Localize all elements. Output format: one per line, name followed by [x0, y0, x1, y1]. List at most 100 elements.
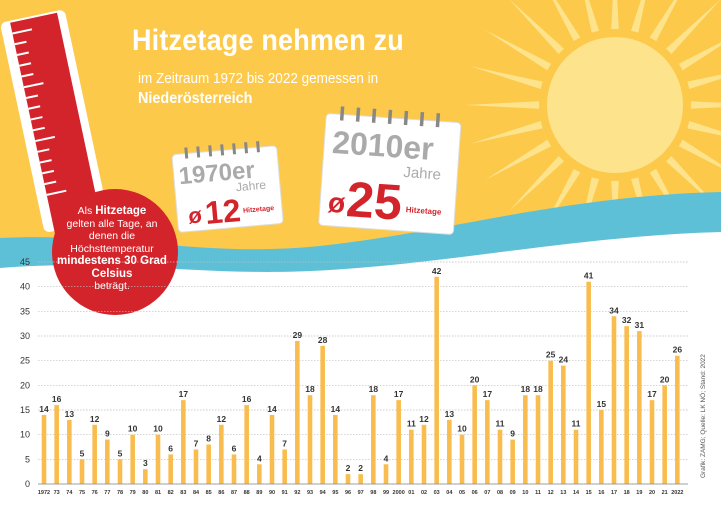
calendar-1970s: 1970er Jahre ø 12 Hitzetage — [171, 141, 284, 233]
bar-value-label: 8 — [206, 434, 211, 444]
bar-value-label: 6 — [168, 443, 173, 453]
bar-value-label: 24 — [559, 355, 569, 365]
x-tick-label: 73 — [54, 490, 60, 496]
x-tick-label: 1972 — [38, 490, 50, 496]
bar — [295, 340, 300, 484]
bar-value-label: 9 — [510, 429, 515, 439]
definition-lead: Als — [77, 205, 93, 217]
thermometer-tick — [16, 51, 29, 56]
x-tick-label: 02 — [421, 490, 427, 496]
bar — [497, 429, 503, 484]
x-tick-label: 10 — [522, 490, 528, 496]
heat-day-definition: Als Hitzetage gelten alle Tage, an denen… — [52, 205, 172, 293]
x-tick-label: 92 — [294, 490, 300, 496]
bar-value-label: 41 — [584, 271, 594, 281]
sun-ray — [465, 101, 540, 109]
x-tick-label: 13 — [560, 490, 566, 496]
calendar-1970s-unit: Hitzetage — [243, 205, 275, 215]
bar-value-label: 10 — [153, 424, 163, 434]
thermometer-tick — [35, 135, 56, 143]
bar-value-label: 12 — [217, 414, 227, 424]
bar — [92, 424, 97, 484]
bar-value-label: 13 — [65, 409, 75, 419]
x-tick-label: 75 — [79, 490, 85, 496]
sun-ray — [470, 66, 543, 90]
x-tick-label: 95 — [332, 490, 338, 496]
bar — [231, 454, 237, 484]
bar-value-label: 17 — [179, 389, 189, 399]
bar — [219, 424, 224, 484]
bar-value-label: 4 — [384, 453, 389, 463]
x-tick-label: 17 — [611, 490, 617, 496]
bar-value-label: 15 — [597, 399, 607, 409]
x-tick-label: 01 — [408, 490, 414, 496]
sun-ray — [690, 101, 721, 109]
y-tick-label: 10 — [20, 430, 30, 440]
calendar-2010s-suffix: Jahre — [403, 164, 442, 184]
bar-value-label: 13 — [445, 409, 455, 419]
bar-value-label: 2 — [358, 463, 363, 473]
bar — [573, 429, 579, 484]
definition-mid: gelten alle Tage, an denen die Höchsttem… — [66, 217, 158, 255]
sun-ray — [611, 0, 619, 30]
bar — [599, 410, 604, 484]
y-tick-label: 25 — [20, 356, 30, 366]
x-tick-label: 86 — [218, 490, 224, 496]
bar-value-label: 17 — [483, 389, 493, 399]
bar — [421, 424, 427, 484]
x-tick-label: 05 — [459, 490, 465, 496]
bar-value-label: 16 — [242, 394, 252, 404]
bar-value-label: 7 — [194, 438, 199, 448]
y-tick-label: 30 — [20, 331, 30, 341]
bar — [358, 474, 363, 484]
bar — [611, 316, 617, 484]
calendar-1970s-decade: 1970er — [178, 157, 256, 191]
bar — [472, 385, 477, 484]
bar — [143, 469, 148, 484]
thermometer-tick — [32, 126, 45, 132]
x-tick-label: 18 — [624, 490, 630, 496]
bar-value-label: 42 — [432, 266, 442, 276]
x-tick-label: 21 — [662, 490, 668, 496]
x-tick-label: 74 — [66, 490, 73, 496]
x-tick-label: 11 — [535, 490, 541, 496]
bar — [269, 414, 275, 484]
page-title: Hitzetage nehmen zu — [132, 24, 404, 57]
y-tick-label: 45 — [20, 257, 30, 267]
y-tick-label: 5 — [25, 454, 30, 464]
sun-ray — [649, 0, 678, 42]
bar — [206, 444, 211, 484]
chart-y-axis: 0 5 10 15 20 25 30 35 40 45 — [20, 257, 30, 489]
x-tick-label: 78 — [117, 490, 123, 496]
bar-value-label: 11 — [496, 419, 505, 429]
thermometer-tick — [41, 169, 55, 175]
bar-value-label: 29 — [293, 330, 303, 340]
bar — [168, 454, 173, 484]
bar-value-label: 12 — [419, 414, 429, 424]
x-tick-label: 93 — [307, 490, 313, 496]
x-tick-label: 80 — [142, 490, 148, 496]
bar-value-label: 34 — [609, 305, 619, 315]
bar — [396, 400, 401, 484]
bar-value-label: 31 — [635, 320, 645, 330]
x-tick-label: 20 — [649, 490, 655, 496]
thermometer-tick — [21, 73, 34, 78]
region-label: Niederösterreich — [138, 90, 253, 107]
thermometer-tick — [44, 180, 57, 186]
sun-ray — [687, 74, 721, 90]
bar — [244, 405, 249, 484]
x-tick-label: 97 — [358, 490, 364, 496]
bar — [624, 326, 629, 484]
bar — [54, 405, 59, 484]
calendar-1970s-value: 12 — [204, 192, 243, 231]
bar-value-label: 11 — [572, 419, 581, 429]
bar-value-label: 4 — [257, 453, 262, 463]
bar-value-label: 32 — [622, 315, 632, 325]
bar-value-label: 9 — [105, 429, 110, 439]
calendar-2010s-value: 25 — [344, 171, 403, 231]
definition-threshold: mindestens 30 Grad Celsius — [57, 255, 167, 280]
x-tick-label: 76 — [92, 490, 98, 496]
bar-value-label: 7 — [282, 438, 287, 448]
x-tick-label: 04 — [446, 490, 453, 496]
